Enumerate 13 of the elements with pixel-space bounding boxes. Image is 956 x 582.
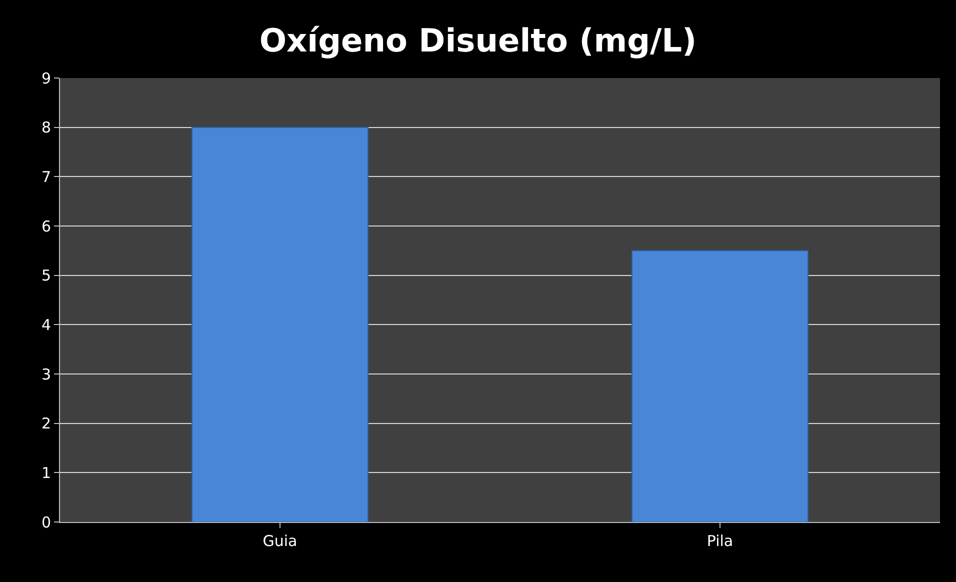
y-tick-label: 5 bbox=[41, 266, 51, 285]
y-tick-label: 0 bbox=[41, 513, 51, 532]
y-tick-label: 6 bbox=[41, 217, 51, 236]
x-tick-label: Guia bbox=[262, 532, 298, 550]
y-tick-label: 4 bbox=[41, 316, 51, 334]
y-tick-label: 7 bbox=[41, 168, 51, 186]
y-tick-label: 8 bbox=[41, 118, 51, 137]
y-tick-label: 1 bbox=[41, 464, 51, 482]
chart-title: Oxígeno Disuelto (mg/L) bbox=[259, 22, 697, 60]
x-tick-label: Pila bbox=[706, 532, 734, 550]
y-tick-label: 9 bbox=[41, 69, 51, 88]
y-tick-label: 3 bbox=[41, 365, 51, 384]
y-tick-label: 2 bbox=[41, 414, 51, 433]
